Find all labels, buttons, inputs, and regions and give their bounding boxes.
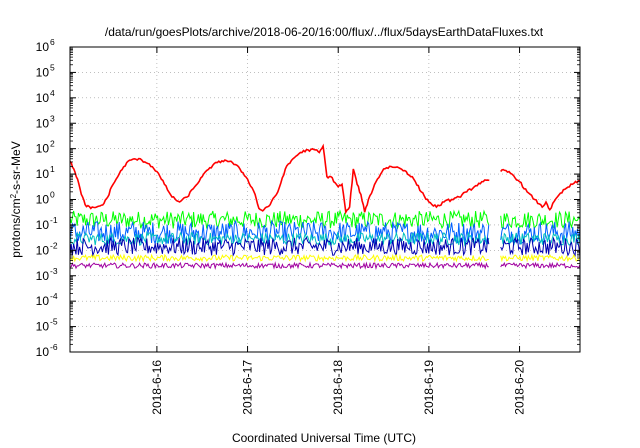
flux-series-line xyxy=(69,236,490,258)
y-tick-label: 10 xyxy=(36,40,50,54)
y-tick-exponent: -2 xyxy=(50,240,58,250)
flux-series-line xyxy=(69,143,581,215)
flux-series-line xyxy=(69,219,490,245)
flux-series-line xyxy=(500,236,581,257)
y-tick-label: 10 xyxy=(36,65,50,79)
x-tick-label: 2018-6-19 xyxy=(422,360,436,415)
y-tick-label: 10 xyxy=(36,142,50,156)
y-tick-label: 10 xyxy=(36,345,50,359)
grid-lines xyxy=(70,47,580,352)
y-tick-exponent: 1 xyxy=(50,164,55,174)
y-tick-exponent: 3 xyxy=(50,113,55,123)
y-axis-label-prefix: protons/cm xyxy=(9,198,23,257)
y-axis-label-superscript: 2 xyxy=(9,193,18,198)
y-tick-label: 10 xyxy=(36,91,50,105)
flux-series-line xyxy=(500,210,581,231)
y-tick-exponent: -3 xyxy=(50,266,58,276)
data-series xyxy=(69,143,581,270)
flux-series-line xyxy=(500,221,581,245)
flux-series-line xyxy=(69,261,489,270)
flux-series-line xyxy=(500,261,581,270)
x-tick-label: 2018-6-20 xyxy=(513,360,527,415)
y-tick-exponent: 0 xyxy=(50,190,55,200)
y-tick-label: 10 xyxy=(36,116,50,130)
x-tick-label: 2018-6-17 xyxy=(241,360,255,415)
y-axis-ticks: 10 -610 -510 -410 -310 -210 -110 010 110 210 310 41… xyxy=(36,37,580,359)
y-tick-exponent: -1 xyxy=(50,215,58,225)
y-tick-label: 10 xyxy=(36,320,50,334)
y-tick-label: 10 xyxy=(36,269,50,283)
y-tick-label: 10 xyxy=(36,243,50,257)
y-tick-exponent: -6 xyxy=(50,342,58,352)
flux-series-line xyxy=(69,230,490,248)
y-tick-exponent: 4 xyxy=(50,88,55,98)
y-tick-label: 10 xyxy=(36,294,50,308)
x-tick-label: 2018-6-16 xyxy=(150,360,164,415)
y-tick-exponent: 5 xyxy=(50,62,55,72)
chart-title: /data/run/goesPlots/archive/2018-06-20/1… xyxy=(105,25,544,39)
flux-series-line xyxy=(69,209,490,230)
y-tick-label: 10 xyxy=(36,193,50,207)
y-tick-label: 10 xyxy=(36,167,50,181)
y-tick-exponent: -4 xyxy=(50,291,58,301)
y-tick-label: 10 xyxy=(36,218,50,232)
y-axis-label: protons/cm2-s-sr-MeV xyxy=(9,141,24,257)
y-axis-label-suffix: -s-sr-MeV xyxy=(9,141,23,194)
x-tick-label: 2018-6-18 xyxy=(331,360,345,415)
y-tick-exponent: 6 xyxy=(50,37,55,47)
flux-series-line xyxy=(500,253,581,263)
x-axis-label: Coordinated Universal Time (UTC) xyxy=(232,431,416,445)
y-tick-exponent: 2 xyxy=(50,139,55,149)
flux-series-line xyxy=(69,253,489,263)
x-axis-ticks: 2018-6-16 2018-6-17 2018-6-18 2018-6-19 2018… xyxy=(150,47,527,415)
y-tick-exponent: -5 xyxy=(50,317,58,327)
